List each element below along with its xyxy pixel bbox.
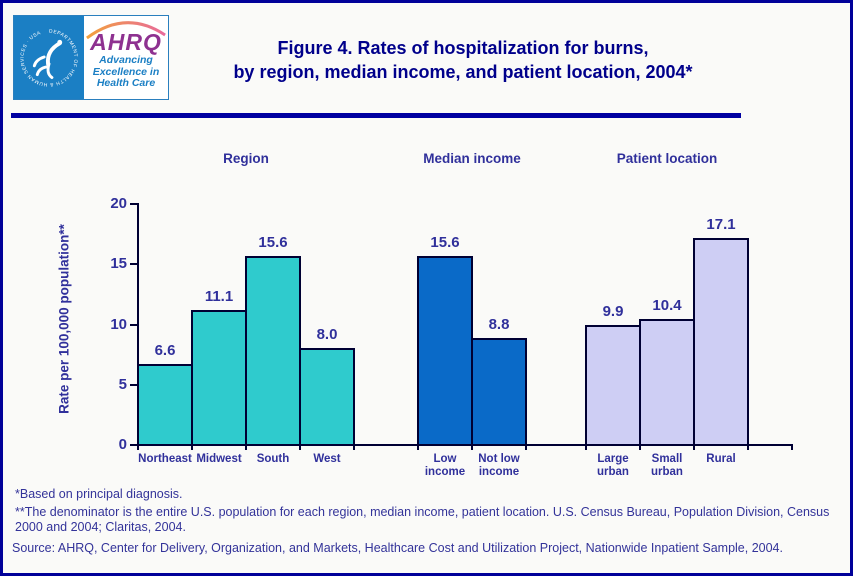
figure-title: Figure 4. Rates of hospitalization for b… [183,36,743,84]
bar-category-label: Rural [706,453,736,465]
ahrq-wordmark-panel: AHRQ Advancing Excellence in Health Care [84,16,168,99]
bar-category-label: West [313,453,341,465]
bar-category-label: Midwest [196,453,242,465]
hhs-seal-panel: DEPARTMENT OF HEALTH & HUMAN SERVICES · … [14,16,84,99]
figure-title-line-1: Figure 4. Rates of hospitalization for b… [277,38,649,58]
group-header: Median income [423,151,521,166]
bar-value-label: 8.0 [316,326,338,343]
bar-chart: 6.6 Northeast 11.1 Midwest 15.6 South 8.0 West R… [3,3,850,573]
chart-bar [191,310,247,444]
category-tick [137,444,139,450]
category-tick [639,444,641,450]
category-tick [525,444,527,450]
bar-value-label: 17.1 [706,216,736,233]
chart-bar [639,319,695,444]
y-axis-tick [130,384,137,386]
y-axis-tick [130,324,137,326]
footnote-1: *Based on principal diagnosis. [15,487,183,501]
chart-bar [693,238,749,444]
category-tick [471,444,473,450]
category-tick [585,444,587,450]
category-tick [245,444,247,450]
bar-value-label: 6.6 [154,342,176,359]
ahrq-tagline: Advancing Excellence in Health Care [84,54,168,90]
figure-title-line-2: by region, median income, and patient lo… [233,62,693,82]
bar-category-label: Not low income [478,453,520,478]
source-line: Source: AHRQ, Center for Delivery, Organ… [12,541,783,555]
category-tick [791,444,793,450]
chart-bar [137,364,193,444]
tagline-line: Excellence in [92,65,160,78]
bar-category-label: Northeast [138,453,192,465]
bar-category-label: Large urban [597,453,629,478]
bar-category-label: Small urban [651,453,683,478]
footnotes: *Based on principal diagnosis. **The den… [15,487,850,536]
ahrq-acronym: AHRQ [90,29,162,55]
hhs-eagle-seal-icon: DEPARTMENT OF HEALTH & HUMAN SERVICES · … [20,29,78,88]
x-axis-line [137,444,793,446]
bar-value-label: 15.6 [258,234,288,251]
category-tick [693,444,695,450]
category-tick [417,444,419,450]
y-tick-label: 0 [118,436,127,453]
bar-value-label: 9.9 [602,303,624,320]
footnote-2: **The denominator is the entire U.S. pop… [15,504,830,535]
bar-value-label: 10.4 [652,297,682,314]
y-axis-line [137,203,139,444]
header-divider [11,113,741,118]
y-tick-label: 5 [118,376,127,393]
chart-bar [245,256,301,444]
bar-category-label: Low income [424,453,466,478]
y-axis-tick [130,263,137,265]
group-header: Patient location [616,151,718,166]
chart-bar [471,338,527,444]
swoosh-arc-icon [86,21,166,39]
chart-bar [417,256,473,444]
category-tick [747,444,749,450]
bar-value-label: 11.1 [204,288,234,305]
category-tick [353,444,355,450]
tagline-line: Advancing [99,54,153,66]
y-tick-label: 15 [110,255,127,272]
y-axis-tick [130,444,137,446]
category-tick [191,444,193,450]
chart-bar [585,325,641,444]
y-axis-title: Rate per 100,000 population** [56,224,72,414]
y-tick-label: 20 [110,195,127,212]
group-header: Region [223,151,269,166]
category-tick [299,444,301,450]
chart-bar [299,348,355,444]
bar-category-label: South [256,453,290,465]
y-axis-tick [130,203,137,205]
y-tick-label: 10 [110,316,127,333]
bar-value-label: 15.6 [430,234,460,251]
ahrq-logo: DEPARTMENT OF HEALTH & HUMAN SERVICES · … [13,15,169,100]
bar-value-label: 8.8 [488,316,510,333]
tagline-line: Health Care [96,77,156,89]
